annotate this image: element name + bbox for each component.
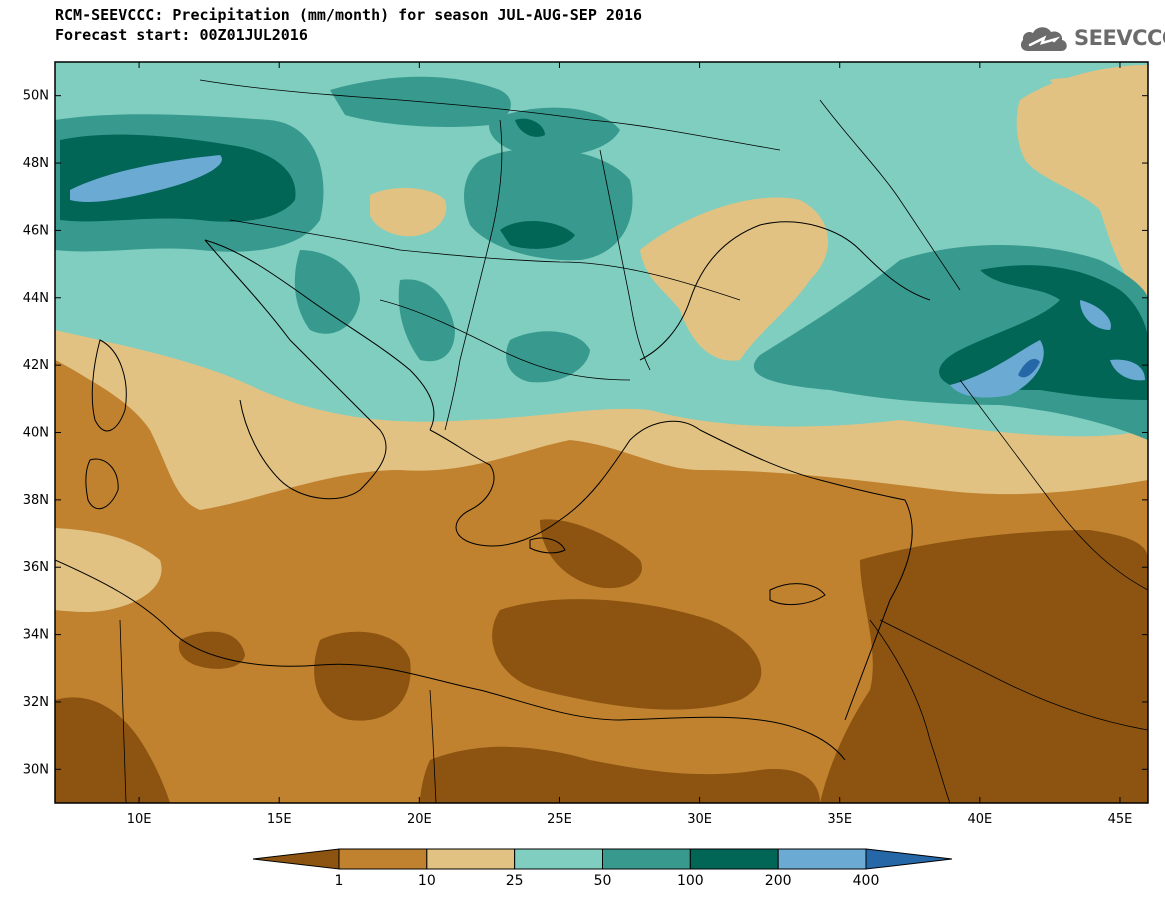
x-tick-label: 40E <box>967 812 992 827</box>
legend-swatch <box>514 848 604 870</box>
y-tick-label: 48N <box>23 156 49 171</box>
logo-text: SEEVCCC <box>1074 26 1165 50</box>
y-tick-label: 42N <box>23 358 49 373</box>
x-tick-label: 30E <box>687 812 712 827</box>
x-tick-label: 35E <box>827 812 852 827</box>
y-tick-label: 40N <box>23 426 49 441</box>
y-tick-label: 34N <box>23 628 49 643</box>
legend-label: 200 <box>765 873 792 889</box>
y-tick-label: 32N <box>23 695 49 710</box>
precipitation-field <box>55 62 1148 803</box>
legend-swatch-highest <box>865 848 953 870</box>
cloud-icon <box>1020 27 1067 51</box>
y-tick-label: 46N <box>23 223 49 238</box>
legend-label: 400 <box>853 873 880 889</box>
legend-labels: 1 10 25 50 100 200 400 <box>335 873 880 889</box>
legend-label: 10 <box>418 873 436 889</box>
legend-swatch <box>777 848 867 870</box>
legend-swatch <box>602 848 691 870</box>
x-tick-label: 15E <box>267 812 292 827</box>
x-tick-label: 20E <box>407 812 432 827</box>
y-tick-label: 36N <box>23 560 49 575</box>
legend-label: 100 <box>677 873 704 889</box>
legend-swatch-lowest <box>252 848 340 870</box>
coastlines <box>55 221 931 761</box>
y-tick-label: 44N <box>23 291 49 306</box>
map-title: RCM-SEEVCCC: Precipitation (mm/month) fo… <box>55 6 642 24</box>
x-tick-label: 25E <box>547 812 572 827</box>
x-tick-label: 45E <box>1108 812 1133 827</box>
legend-label: 25 <box>506 873 524 889</box>
forecast-start: Forecast start: 00Z01JUL2016 <box>55 26 308 44</box>
seevccc-logo: SEEVCCC <box>1018 22 1165 54</box>
legend-bar <box>252 848 953 870</box>
y-tick-label: 38N <box>23 493 49 508</box>
x-axis: 10E 15E 20E 25E 30E 35E 40E 45E <box>127 62 1133 827</box>
legend-label: 50 <box>594 873 612 889</box>
y-axis: 30N 32N 34N 36N 38N 40N 42N 44N 46N 48N 50N <box>23 89 1148 777</box>
y-tick-label: 30N <box>23 762 49 777</box>
legend-swatch <box>426 848 516 870</box>
legend-swatch <box>689 848 779 870</box>
legend-label: 1 <box>335 873 344 889</box>
country-borders <box>119 79 1148 803</box>
legend-swatch <box>338 848 428 870</box>
x-tick-label: 10E <box>127 812 152 827</box>
y-tick-label: 50N <box>23 89 49 104</box>
